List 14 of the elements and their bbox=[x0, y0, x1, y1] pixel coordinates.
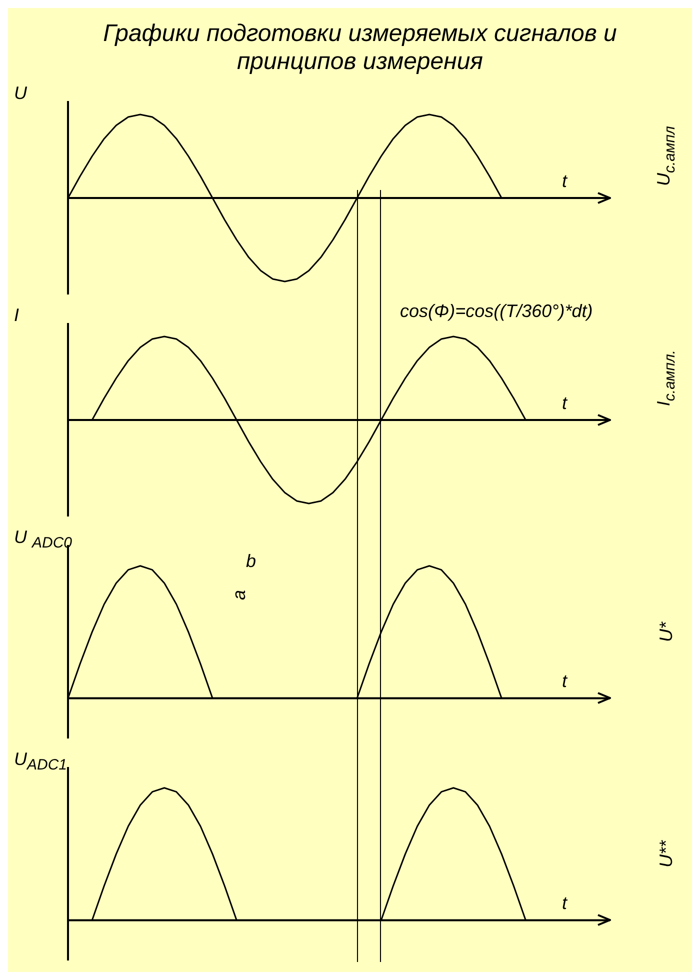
chart-title: Графики подготовки измеряемых сигналов и принципов измерения bbox=[102, 19, 618, 77]
y-axis-title: U $_{ADC0}$ bbox=[14, 527, 72, 552]
y-axis-title: I bbox=[14, 305, 20, 325]
text: U* bbox=[656, 622, 676, 642]
text: U** bbox=[656, 840, 676, 868]
y-axis-title: U$_{ADC1}$ bbox=[14, 749, 68, 774]
annotation: a bbox=[229, 590, 250, 600]
x-axis-title: t bbox=[562, 171, 568, 191]
x-axis-title: t bbox=[562, 671, 568, 692]
y-axis-title: U bbox=[14, 83, 27, 103]
text: cos(Φ)=cos((T/360°)*dt) bbox=[400, 301, 593, 321]
x-axis-title: t bbox=[562, 393, 568, 413]
x-axis-title: t bbox=[562, 893, 568, 914]
annotation: b bbox=[246, 551, 256, 571]
